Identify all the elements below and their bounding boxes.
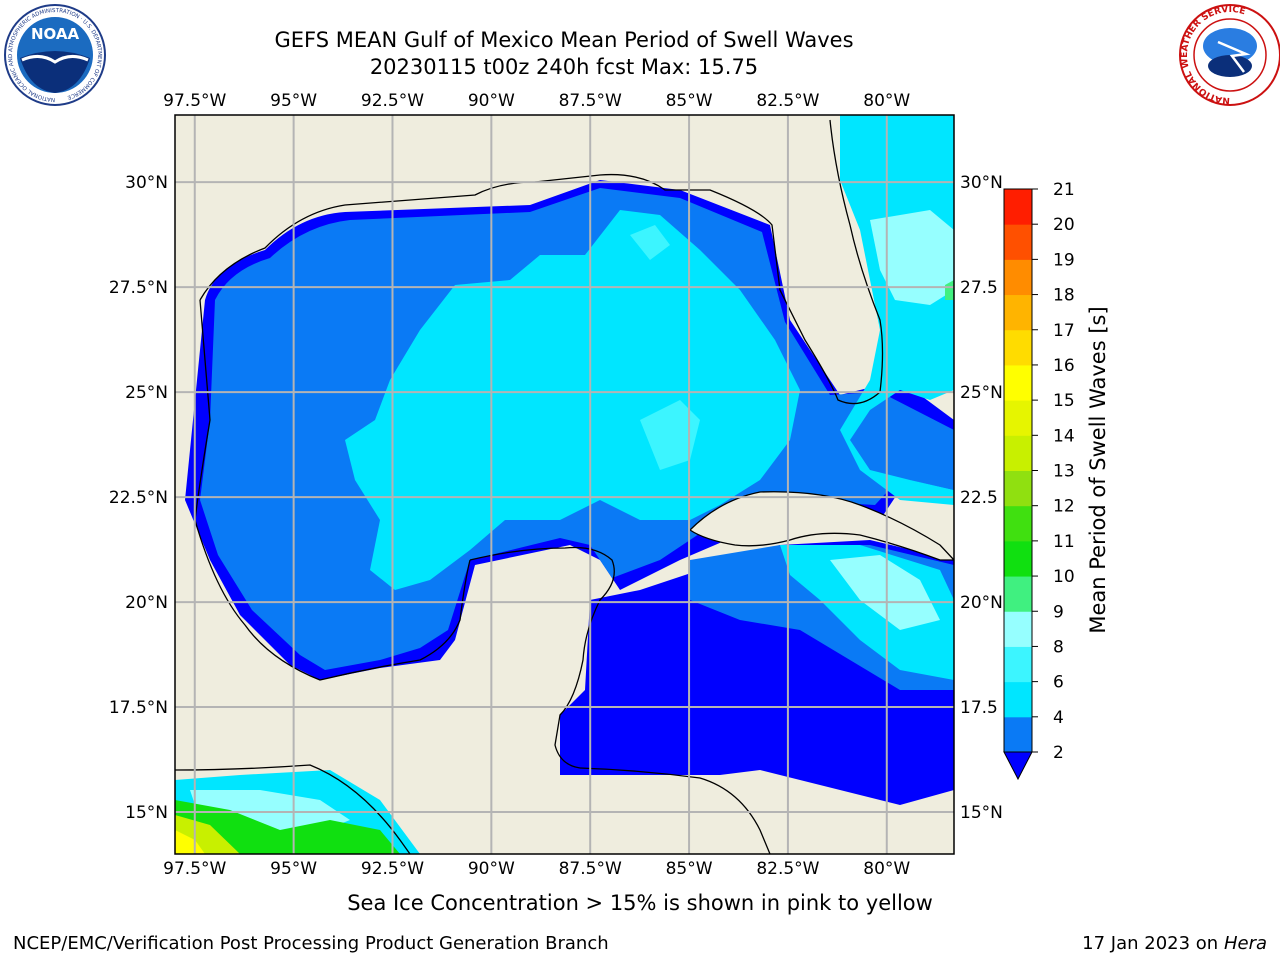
lon-label-bottom: 97.5°W	[163, 859, 226, 879]
colorbar-tick-label: 12	[1053, 497, 1075, 517]
lat-label-left: 27.5°N	[109, 278, 168, 298]
colorbar-segment	[1004, 646, 1032, 683]
lat-label-right: 22.5	[960, 488, 998, 508]
lon-label-top: 85°W	[666, 91, 713, 111]
lon-label-bottom: 90°W	[468, 859, 515, 879]
colorbar-segment	[1004, 224, 1032, 260]
map-frame	[174, 114, 955, 855]
colorbar-segment	[1004, 611, 1032, 647]
colorbar: 2 4 6 8 9 10 11 12 13 14 15 16 17 18 19 20 21	[1003, 180, 1075, 781]
colorbar-segment	[1004, 470, 1032, 507]
pacific-swell-10-11	[175, 800, 400, 854]
credit-date: 17 Jan 2023 on Hera	[1082, 933, 1267, 954]
colorbar-segment	[1004, 329, 1032, 366]
colorbar-tick-label: 10	[1053, 567, 1075, 587]
colorbar-tick-label: 4	[1053, 708, 1064, 728]
lon-label-top: 90°W	[468, 91, 515, 111]
lat-label-right: 27.5	[960, 278, 998, 298]
graticule	[175, 115, 954, 854]
atlantic-swell-8-9	[870, 210, 954, 305]
colorbar-segment	[1004, 576, 1032, 612]
colorbar-label: Mean Period of Swell Waves [s]	[1086, 306, 1110, 634]
gulf-swell-6-8	[640, 400, 700, 470]
credit-date-text: 17 Jan 2023 on	[1082, 933, 1224, 954]
lon-label-bottom: 92.5°W	[361, 859, 424, 879]
noaa-logo-text: NOAA	[31, 25, 80, 43]
lat-labels-right: 30°N 27.5 25°N 22.5 20°N 17.5 15°N	[960, 173, 1003, 823]
colorbar-segment	[1004, 400, 1032, 436]
colorbar-segment	[1004, 505, 1032, 542]
coastline	[469, 546, 615, 769]
colorbar-tick-label: 19	[1053, 250, 1075, 270]
lon-label-top: 97.5°W	[163, 91, 226, 111]
map-subtitle: 20230115 t00z 240h fcst Max: 15.75	[369, 55, 759, 79]
lon-label-bottom: 80°W	[863, 859, 910, 879]
gulf-swell-6-8	[630, 225, 670, 260]
lat-label-right: 17.5	[960, 698, 998, 718]
pacific-swell-15-16	[175, 830, 205, 854]
colorbar-tick-label: 18	[1053, 286, 1075, 306]
lat-labels-left: 30°N 27.5°N 25°N 22.5°N 20°N 17.5°N 15°N	[109, 173, 168, 823]
coastline	[194, 299, 471, 681]
atlantic-swell-9-10	[945, 280, 954, 300]
lon-labels-top: 97.5°W 95°W 92.5°W 90°W 87.5°W 85°W 82.5°W 80°W	[163, 91, 910, 111]
nws-logo: NATIONAL WEATHER SERVICE	[1179, 4, 1280, 106]
lat-label-left: 25°N	[125, 383, 168, 403]
lon-label-bottom: 82.5°W	[756, 859, 819, 879]
lon-label-top: 92.5°W	[361, 91, 424, 111]
colorbar-tick-label: 17	[1053, 321, 1075, 341]
colorbar-segment	[1004, 435, 1032, 471]
colorbar-tick-label: 16	[1053, 356, 1075, 376]
colorbar-segment	[1004, 364, 1032, 401]
lat-label-left: 20°N	[125, 593, 168, 613]
map-title: GEFS MEAN Gulf of Mexico Mean Period of …	[274, 28, 854, 52]
lon-label-bottom: 87.5°W	[559, 859, 622, 879]
lon-label-bottom: 85°W	[666, 859, 713, 879]
lon-label-top: 82.5°W	[756, 91, 819, 111]
lat-label-left: 15°N	[125, 803, 168, 823]
colorbar-tick-label: 2	[1053, 743, 1064, 763]
colorbar-tick-label: 11	[1053, 532, 1075, 552]
colorbar-tick-label: 6	[1053, 673, 1064, 693]
noaa-logo: NATIONAL OCEANIC AND ATMOSPHERIC ADMINIS…	[4, 4, 106, 106]
lon-label-top: 87.5°W	[559, 91, 622, 111]
colorbar-tick-label: 20	[1053, 215, 1075, 235]
colorbar-tick-label: 21	[1053, 180, 1075, 200]
credit-branch: NCEP/EMC/Verification Post Processing Pr…	[13, 933, 609, 954]
colorbar-segment	[1004, 259, 1032, 296]
lon-label-top: 80°W	[863, 91, 910, 111]
gulf-swell-4-6	[345, 210, 800, 590]
colorbar-tick-label: 9	[1053, 602, 1064, 622]
colorbar-under-arrow	[1003, 751, 1033, 781]
lon-labels-bottom: 97.5°W 95°W 92.5°W 90°W 87.5°W 85°W 82.5°W 80°W	[163, 859, 910, 879]
colorbar-segment	[1004, 294, 1032, 331]
coastline	[199, 119, 884, 405]
colorbar-segment	[1004, 716, 1032, 753]
lat-label-right: 20°N	[960, 593, 1003, 613]
colorbar-segment	[1004, 681, 1032, 718]
lat-label-left: 17.5°N	[109, 698, 168, 718]
lat-label-left: 30°N	[125, 173, 168, 193]
colorbar-tick-label: 14	[1053, 426, 1075, 446]
colorbar-tick-label: 8	[1053, 637, 1064, 657]
credit-host: Hera	[1223, 933, 1267, 954]
lat-label-right: 30°N	[960, 173, 1003, 193]
sea-ice-note: Sea Ice Concentration > 15% is shown in …	[347, 891, 933, 915]
lat-label-right: 15°N	[960, 803, 1003, 823]
colorbar-tick-label: 13	[1053, 462, 1075, 482]
colorbar-segment	[1004, 189, 1032, 225]
caribbean-swell-8-9	[830, 555, 940, 630]
colorbar-segment	[1004, 540, 1032, 577]
lat-label-left: 22.5°N	[109, 488, 168, 508]
lon-label-bottom: 95°W	[270, 859, 317, 879]
lon-label-top: 95°W	[270, 91, 317, 111]
colorbar-tick-label: 15	[1053, 391, 1075, 411]
cuba-land	[688, 491, 954, 561]
lat-label-right: 25°N	[960, 383, 1003, 403]
coastline	[175, 764, 411, 854]
